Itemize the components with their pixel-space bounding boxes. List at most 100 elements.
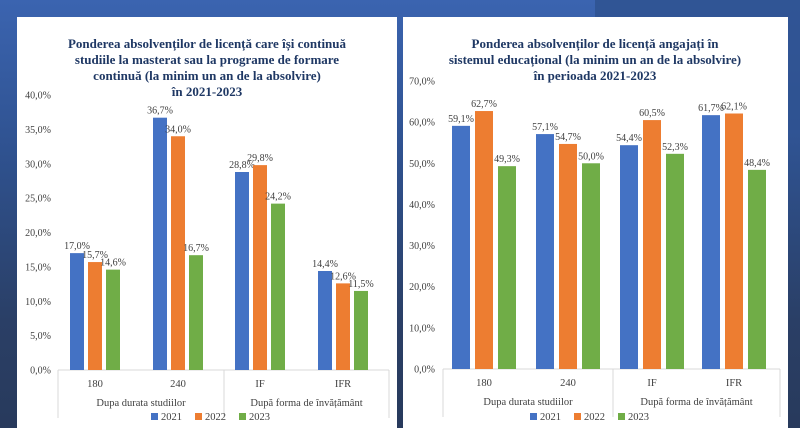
legend-swatch-2021 [151,413,158,420]
x-group-label: Dupa durata studiilor [483,397,573,408]
bar-2022-IFR [725,113,743,369]
data-label: 14,4% [312,259,338,270]
legend-label: 2023 [249,412,270,423]
data-label: 48,4% [744,158,770,169]
y-tick-label: 20,0% [409,282,435,293]
bar-2022-180 [475,111,493,369]
data-label: 49,3% [494,154,520,165]
bar-2023-IF [271,203,285,370]
data-label: 17,0% [64,241,90,252]
data-label: 12,6% [330,271,356,282]
legend-label: 2022 [584,412,605,423]
data-label: 54,7% [555,132,581,143]
chart-title-line: în 2021-2023 [171,84,243,99]
bar-2022-IF [253,165,267,370]
data-label: 57,1% [532,122,558,133]
legend-swatch-2023 [239,413,246,420]
y-tick-label: 30,0% [409,241,435,252]
bar-2022-IFR [336,283,350,370]
x-category-label: IF [255,379,264,390]
data-label: 60,5% [639,108,665,119]
x-category-label: IF [647,378,656,389]
data-label: 52,3% [662,142,688,153]
legend-swatch-2021 [530,413,537,420]
bar-2021-180 [70,253,84,370]
bar-2022-240 [559,143,577,369]
legend-swatch-2022 [195,413,202,420]
data-label: 14,6% [100,258,126,269]
bar-2021-IFR [702,115,720,369]
data-label: 62,1% [721,102,747,113]
y-tick-label: 10,0% [25,297,51,308]
data-label: 50,0% [578,151,604,162]
bar-2023-IF [666,153,684,369]
data-label: 61,7% [698,103,724,114]
data-label: 62,7% [471,99,497,110]
x-group-label: După forma de învățământ [640,397,752,408]
bar-2023-240 [189,255,203,370]
bar-2023-IFR [748,169,766,369]
chart-panel-right: Ponderea absolvenților de licență angaja… [403,17,788,428]
y-tick-label: 15,0% [25,262,51,273]
bar-2021-IFR [318,271,332,370]
chart-title-line: studiile la masterat sau la programe de … [75,52,339,67]
chart-title-line: Ponderea absolvenților de licență care î… [68,36,347,52]
data-label: 34,0% [165,124,191,135]
x-category-label: IFR [726,378,742,389]
bar-2023-IFR [354,290,368,370]
chart-left-svg: Ponderea absolvenților de licență care î… [25,36,390,423]
y-tick-label: 35,0% [25,125,51,136]
legend-swatch-2022 [574,413,581,420]
bar-2021-240 [536,134,554,369]
bar-2023-180 [106,269,120,370]
y-tick-label: 25,0% [25,194,51,205]
chart-right-svg: Ponderea absolvenților de licență angaja… [409,36,781,423]
chart-title-line: în perioada 2021-2023 [533,68,657,83]
y-tick-label: 0,0% [30,366,51,377]
bar-2021-IF [620,145,638,369]
x-category-label: 240 [170,379,186,390]
data-label: 59,1% [448,114,474,125]
y-tick-label: 40,0% [25,91,51,102]
bar-2021-240 [153,117,167,370]
y-tick-label: 30,0% [25,159,51,170]
bar-2022-IF [643,120,661,369]
x-category-label: 240 [560,378,576,389]
data-label: 16,7% [183,243,209,254]
y-tick-label: 40,0% [409,200,435,211]
x-category-label: 180 [87,379,103,390]
y-tick-label: 20,0% [25,228,51,239]
y-tick-label: 50,0% [409,159,435,170]
x-category-label: 180 [476,378,492,389]
bar-2022-240 [171,136,185,370]
chart-title-line: continuă (la minim un an de la absolvire… [93,68,321,83]
data-label: 28,8% [229,160,255,171]
data-label: 15,7% [82,250,108,261]
bar-2021-180 [452,125,470,370]
data-label: 24,2% [265,192,291,203]
data-label: 29,8% [247,153,273,164]
data-label: 11,5% [348,279,373,290]
bar-2022-180 [88,262,102,370]
chart-title-line: sistemul educațional (la minim un an de … [449,52,741,68]
bar-2023-240 [582,163,600,369]
x-group-label: Dupa durata studiilor [96,398,186,409]
chart-title-line: Ponderea absolvenților de licență angaja… [472,36,720,52]
y-tick-label: 70,0% [409,77,435,88]
data-label: 54,4% [616,133,642,144]
legend-swatch-2023 [618,413,625,420]
y-tick-label: 10,0% [409,323,435,334]
x-group-label: După forma de învățământ [250,398,362,409]
legend-label: 2023 [628,412,649,423]
data-label: 36,7% [147,106,173,117]
bar-2023-180 [498,166,516,369]
y-tick-label: 0,0% [414,365,435,376]
legend-label: 2021 [161,412,182,423]
x-category-label: IFR [335,379,351,390]
y-tick-label: 5,0% [30,331,51,342]
legend-label: 2021 [540,412,561,423]
y-tick-label: 60,0% [409,118,435,129]
bar-2021-IF [235,172,249,370]
legend-label: 2022 [205,412,226,423]
chart-panel-left: Ponderea absolvenților de licență care î… [17,17,397,428]
